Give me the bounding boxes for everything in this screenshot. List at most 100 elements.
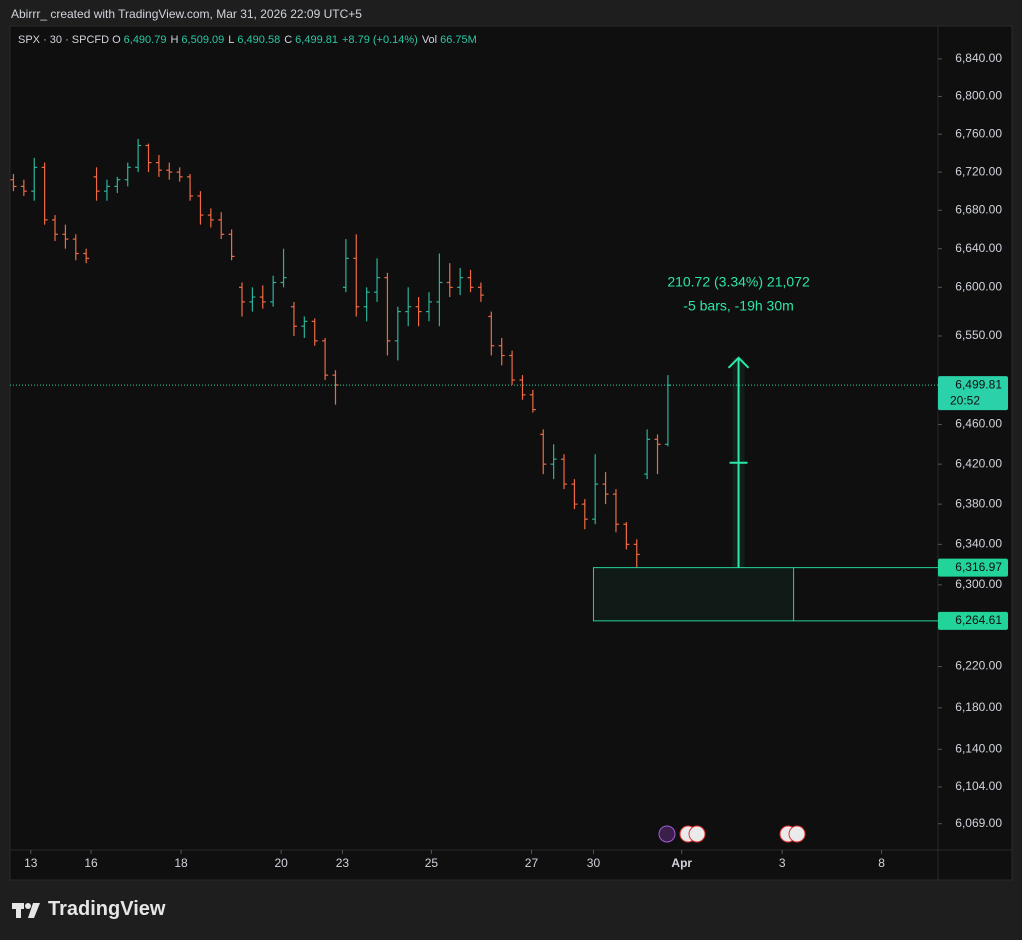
legend-label: C (284, 34, 293, 46)
symbol: SPX · 30 · SPCFD (18, 34, 110, 46)
y-tick-label: 6,550.00 (955, 328, 1002, 342)
ohlc-bar (612, 489, 619, 533)
legend-value: 6,490.79 (123, 34, 167, 46)
ohlc-bar (166, 162, 173, 180)
ohlc-bar (415, 297, 422, 327)
y-tick-label: 6,640.00 (955, 241, 1002, 255)
ohlc-bar (561, 454, 568, 490)
ohlc-bar (602, 472, 609, 505)
y-tick-label: 6,840.00 (955, 51, 1002, 65)
ohlc-bar (280, 248, 287, 288)
ohlc-bar (62, 224, 69, 249)
last-price-label: 6,499.81 (955, 377, 1002, 391)
ohlc-bar (592, 454, 599, 525)
measure-sublabel: -5 bars, -19h 30m (683, 297, 794, 313)
ohlc-bar (581, 499, 588, 530)
x-tick-label: 3 (779, 856, 786, 870)
y-tick-label: 6,760.00 (955, 126, 1002, 140)
ohlc-bar (52, 215, 59, 241)
x-tick-label: 27 (525, 856, 539, 870)
legend-value: 66.75M (440, 34, 477, 46)
ohlc-bar (228, 229, 235, 261)
x-tick-label: 20 (274, 856, 288, 870)
measure-arrowhead (727, 356, 750, 369)
ohlc-bar (550, 444, 557, 480)
ohlc-bar (654, 434, 661, 475)
ohlc-bar (31, 157, 38, 201)
brand: TradingView (48, 898, 166, 920)
ohlc-bar (218, 212, 225, 240)
x-tick-label: 18 (174, 856, 188, 870)
x-tick-label: 16 (84, 856, 98, 870)
legend-value: 6,499.81 (295, 34, 338, 46)
ohlc-bar (394, 306, 401, 361)
ohlc-bar (270, 275, 277, 307)
ohlc-bar (405, 287, 412, 327)
ohlc-bar (114, 176, 121, 194)
ohlc-bar (187, 174, 194, 201)
ohlc-bar (477, 282, 484, 302)
ohlc-bar (311, 318, 318, 346)
countdown-label: 20:52 (950, 393, 980, 407)
ohlc-bar (363, 287, 370, 322)
legend-label: H (170, 34, 179, 46)
ohlc-bar (249, 287, 256, 312)
zone-top-label: 6,316.97 (955, 560, 1002, 574)
y-tick-label: 6,220.00 (955, 659, 1002, 673)
event-icons (658, 825, 806, 843)
ohlc-bar (509, 350, 516, 385)
ohlc-bar (239, 282, 245, 317)
ohlc-bar (467, 269, 474, 293)
y-tick-label: 6,600.00 (955, 280, 1002, 294)
ohlc-bar (374, 258, 381, 302)
ohlc-bar (571, 479, 578, 510)
ohlc-bar (644, 429, 651, 480)
ohlc-bar (353, 234, 360, 317)
ohlc-bar (83, 248, 90, 264)
attribution: Abirrr_ created with TradingView.com, Ma… (11, 7, 362, 21)
ohlc-bar (519, 375, 526, 400)
ohlc-bar (155, 154, 162, 177)
ohlc-bar (436, 253, 443, 327)
ohlc-bar (72, 234, 79, 261)
legend-label: L (228, 34, 235, 46)
ohlc-bar (259, 285, 266, 309)
x-tick-label: 13 (24, 856, 38, 870)
ohlc-bar (41, 162, 48, 225)
zone-box (592, 567, 795, 622)
ohlc-bar (124, 162, 131, 187)
ohlc-bar (540, 429, 547, 475)
ohlc-bar (207, 208, 214, 228)
ohlc-bar (145, 143, 152, 173)
y-tick-label: 6,069.00 (955, 816, 1002, 830)
ohlc-bar (135, 138, 142, 173)
ohlc-legend: SPX · 30 · SPCFD O 6,490.79 H 6,509.09 L 6,490… (18, 34, 481, 46)
ohlc-bar (529, 389, 536, 413)
legend-label: O (112, 34, 121, 46)
y-tick-label: 6,460.00 (955, 417, 1002, 431)
ohlc-bar (446, 263, 453, 298)
x-tick-label: Apr (671, 856, 692, 870)
zone-badge (938, 611, 1008, 630)
ohlc-bar (301, 316, 308, 338)
brand-logo (12, 903, 40, 918)
y-tick-label: 6,720.00 (955, 164, 1002, 178)
y-tick-label: 6,800.00 (955, 89, 1002, 103)
ohlc-bar (425, 292, 432, 322)
ohlc-bar (10, 174, 17, 192)
y-tick-label: 6,340.00 (955, 537, 1002, 551)
ohlc-bar (290, 301, 297, 336)
ohlc-bar (384, 272, 391, 356)
ohlc-bar (20, 179, 27, 196)
y-tick-label: 6,420.00 (955, 456, 1002, 470)
legend-label: Vol (421, 34, 438, 46)
ohlc-bar (103, 179, 110, 201)
last-price-badge (938, 376, 1008, 411)
ohlc-bar (322, 337, 329, 381)
ohlc-bar (457, 267, 464, 296)
ohlc-bar (498, 337, 505, 366)
ohlc-bar (342, 239, 349, 293)
y-tick-label: 6,140.00 (955, 742, 1002, 756)
ohlc-bar (623, 522, 630, 550)
